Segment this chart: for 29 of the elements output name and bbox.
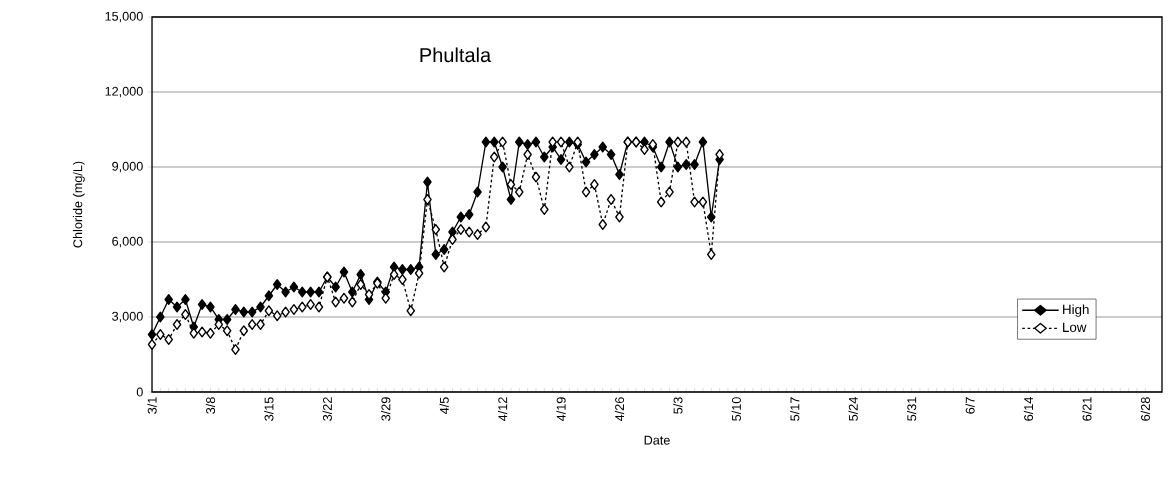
x-axis-title: Date bbox=[644, 435, 670, 445]
x-tick-label: 4/26 bbox=[614, 397, 625, 422]
x-tick-label: 3/8 bbox=[205, 397, 216, 414]
x-tick-label: 5/17 bbox=[790, 397, 800, 421]
y-tick-label: 15,000 bbox=[105, 11, 143, 23]
x-tick-label: 5/24 bbox=[848, 397, 858, 421]
x-tick-label: 6/14 bbox=[1023, 397, 1034, 421]
legend-label: High bbox=[1063, 304, 1089, 317]
x-tick-label: 6/28 bbox=[1140, 397, 1150, 421]
x-tick-label: 5/3 bbox=[673, 397, 683, 414]
y-tick-label: 12,000 bbox=[105, 86, 143, 98]
x-tick-label: 3/22 bbox=[322, 397, 332, 421]
legend-label: Low bbox=[1063, 322, 1087, 333]
y-tick-label: 3,000 bbox=[112, 311, 143, 323]
x-tick-label: 3/29 bbox=[381, 397, 391, 421]
x-tick-label: 6/7 bbox=[965, 397, 975, 414]
x-tick-label: 5/31 bbox=[906, 397, 917, 421]
y-axis-title: Chloride (mg/L) bbox=[72, 161, 85, 248]
text: Phultala bbox=[420, 47, 492, 63]
x-tick-label: 6/21 bbox=[1082, 397, 1092, 421]
y-tick-label: 6,000 bbox=[112, 236, 143, 248]
x-tick-label: 3/1 bbox=[147, 397, 157, 414]
x-tick-label: 3/15 bbox=[264, 397, 274, 421]
x-tick-label: 5/10 bbox=[731, 397, 741, 421]
x-tick-label: 4/19 bbox=[556, 397, 566, 422]
y-tick-label: 9,000 bbox=[112, 161, 143, 173]
x-tick-label: 4/12 bbox=[497, 397, 508, 422]
y-tick-label: 0 bbox=[136, 387, 143, 397]
x-tick-label: 4/5 bbox=[439, 397, 449, 415]
